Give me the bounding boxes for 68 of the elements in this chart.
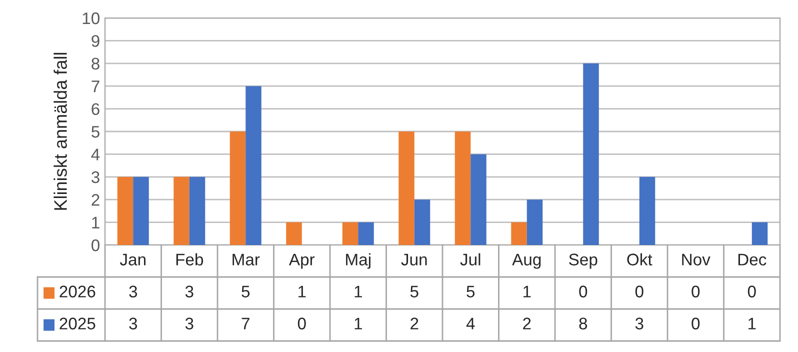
bar xyxy=(174,176,190,245)
bar xyxy=(342,222,358,245)
bar xyxy=(583,63,599,245)
data-label: 0 xyxy=(692,318,700,330)
data-label: 1 xyxy=(354,318,362,330)
legend-label: 2026 xyxy=(60,286,96,298)
bar xyxy=(189,176,206,245)
data-label: 8 xyxy=(579,318,588,330)
bar xyxy=(133,176,149,245)
legend-label: 2025 xyxy=(60,318,96,330)
y-tick-label: 10 xyxy=(82,12,100,24)
data-label: 0 xyxy=(635,286,644,298)
data-label: 5 xyxy=(242,286,250,298)
x-tick-label: Maj xyxy=(346,253,370,269)
bar xyxy=(526,200,543,245)
bar xyxy=(117,176,134,245)
x-tick-label: Jan xyxy=(120,254,146,266)
data-label: 5 xyxy=(410,286,418,298)
y-tick-label: 5 xyxy=(92,126,100,138)
bar xyxy=(639,176,656,245)
y-tick-label: 0 xyxy=(92,239,100,252)
data-label: 7 xyxy=(242,318,250,330)
data-label: 0 xyxy=(579,286,588,298)
data-label: 2 xyxy=(523,318,531,330)
bar xyxy=(752,222,768,245)
bar xyxy=(454,132,471,245)
y-tick-label: 9 xyxy=(92,35,100,47)
data-label: 5 xyxy=(466,286,475,298)
bar xyxy=(511,222,527,245)
bar xyxy=(398,132,414,245)
data-label: 3 xyxy=(129,318,138,330)
x-tick-label: Mar xyxy=(232,254,260,266)
data-label: 3 xyxy=(129,286,138,298)
x-tick-label: Feb xyxy=(176,253,204,266)
y-tick-label: 2 xyxy=(92,194,100,206)
y-tick-label: 4 xyxy=(91,148,100,160)
data-label: 4 xyxy=(466,318,475,330)
data-label: 3 xyxy=(185,286,194,298)
data-label: 0 xyxy=(298,318,306,330)
data-label: 1 xyxy=(524,286,531,298)
y-tick-label: 7 xyxy=(92,80,100,92)
x-tick-label: Jun xyxy=(401,254,427,266)
data-label: 3 xyxy=(635,318,644,330)
bar xyxy=(246,86,262,245)
y-axis-title: Kliniskt anmälda fall xyxy=(54,52,67,210)
data-label: 3 xyxy=(185,318,194,330)
x-tick-label: Okt xyxy=(627,253,652,266)
data-label: 1 xyxy=(354,286,362,298)
bar xyxy=(358,222,374,245)
bar xyxy=(286,222,302,245)
data-label: 0 xyxy=(748,286,756,298)
data-label: 0 xyxy=(692,286,700,298)
bar xyxy=(470,154,486,245)
x-tick-label: Aug xyxy=(512,254,541,269)
bar xyxy=(230,132,246,245)
data-label: 2 xyxy=(410,318,418,330)
y-tick-label: 3 xyxy=(92,171,100,184)
data-label: 1 xyxy=(748,318,756,330)
x-tick-label: Nov xyxy=(682,254,710,266)
x-tick-label: Jul xyxy=(460,253,480,266)
x-tick-label: Sep xyxy=(569,254,598,269)
y-tick-label: 1 xyxy=(92,216,100,228)
y-tick-label: 8 xyxy=(92,58,100,70)
bar xyxy=(414,200,430,245)
data-label: 1 xyxy=(298,286,306,298)
y-tick-label: 6 xyxy=(92,103,100,116)
x-tick-label: Dec xyxy=(738,254,766,266)
x-tick-label: Apr xyxy=(288,254,315,269)
